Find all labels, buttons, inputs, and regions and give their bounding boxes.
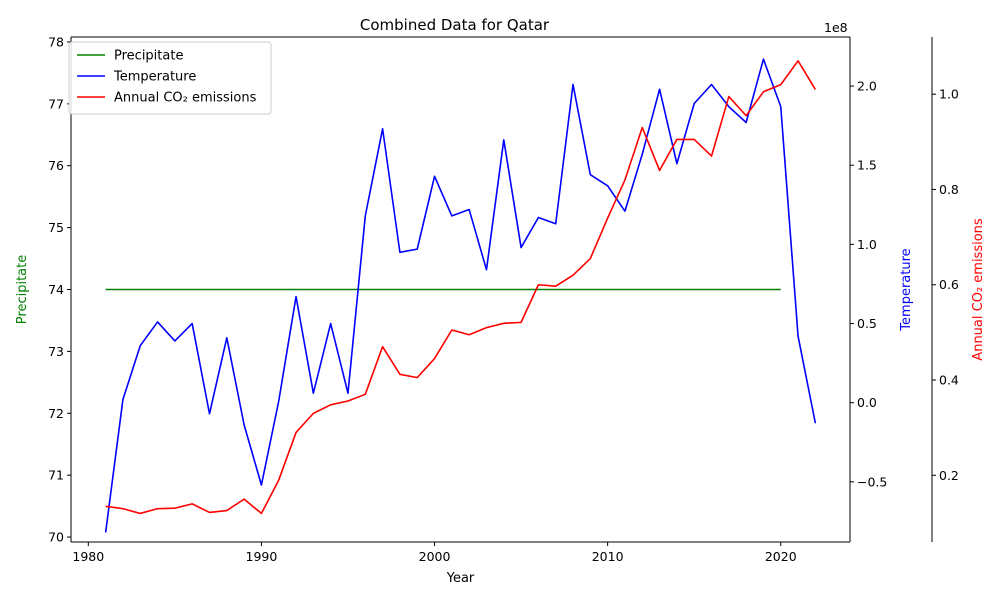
legend-box (68, 41, 272, 115)
y-tick-label: 1.0 (939, 87, 959, 102)
y-tick-label: 75 (48, 220, 64, 235)
legend-label: Annual CO₂ emissions (114, 91, 257, 106)
y-tick-label: 78 (48, 34, 64, 49)
y-tick-label: 77 (48, 96, 64, 111)
legend-label: Precipitate (114, 49, 183, 64)
chart-title: Combined Data for Qatar (360, 16, 550, 34)
plot-area (104, 58, 817, 533)
x-axis-title: Year (446, 571, 475, 586)
y-tick-label: 0.8 (939, 182, 959, 197)
y-tick-label: 1.5 (857, 158, 877, 173)
y-axis-title-precipitate: Precipitate (15, 255, 30, 324)
legend: Precipitate Temperature Annual CO₂ emissio… (68, 41, 272, 115)
y-tick-label: −0.5 (857, 474, 887, 489)
y-tick-label: 73 (48, 344, 64, 359)
series-line-temperature (104, 58, 817, 533)
y-axis-temperature: −0.5 0.0 0.5 1.0 1.5 2.0 1e8 Temperature (824, 20, 914, 489)
y-axis-title-co2: Annual CO₂ emissions (971, 218, 986, 361)
x-tick-label: 2020 (765, 549, 797, 564)
legend-label: Temperature (113, 70, 196, 85)
x-axis: 1980 1990 2000 2010 2020 Year (72, 542, 797, 586)
y-axes: 70 71 72 73 74 75 76 77 78 Precipitate −0.5 0.0 0.5 1… (15, 20, 986, 545)
y-tick-label: 1.0 (857, 237, 877, 252)
y-tick-label: 2.0 (857, 79, 877, 94)
y-axis-precipitate: 70 71 72 73 74 75 76 77 78 Precipitate (15, 34, 71, 545)
y-tick-label: 0.4 (939, 373, 959, 388)
y-axis-title-temperature: Temperature (899, 248, 914, 331)
y-tick-label: 71 (48, 468, 64, 483)
y-tick-label: 76 (48, 158, 64, 173)
series-line-co2 (105, 60, 817, 515)
y-tick-label: 0.2 (939, 468, 959, 483)
y-tick-label: 0.5 (857, 316, 877, 331)
x-tick-label: 2010 (592, 549, 624, 564)
x-tick-label: 1990 (246, 549, 278, 564)
y-axis-co2: 0.2 0.4 0.6 0.8 1.0 Annual CO₂ emissions (931, 37, 986, 542)
x-tick-label: 2000 (419, 549, 451, 564)
y-tick-label: 74 (48, 282, 64, 297)
y-tick-label: 72 (48, 406, 64, 421)
y-offset-text: 1e8 (824, 20, 848, 35)
y-tick-label: 70 (48, 530, 64, 545)
x-tick-label: 1980 (72, 549, 104, 564)
y-tick-label: 0.0 (857, 395, 877, 410)
y-tick-label: 0.6 (939, 277, 959, 292)
